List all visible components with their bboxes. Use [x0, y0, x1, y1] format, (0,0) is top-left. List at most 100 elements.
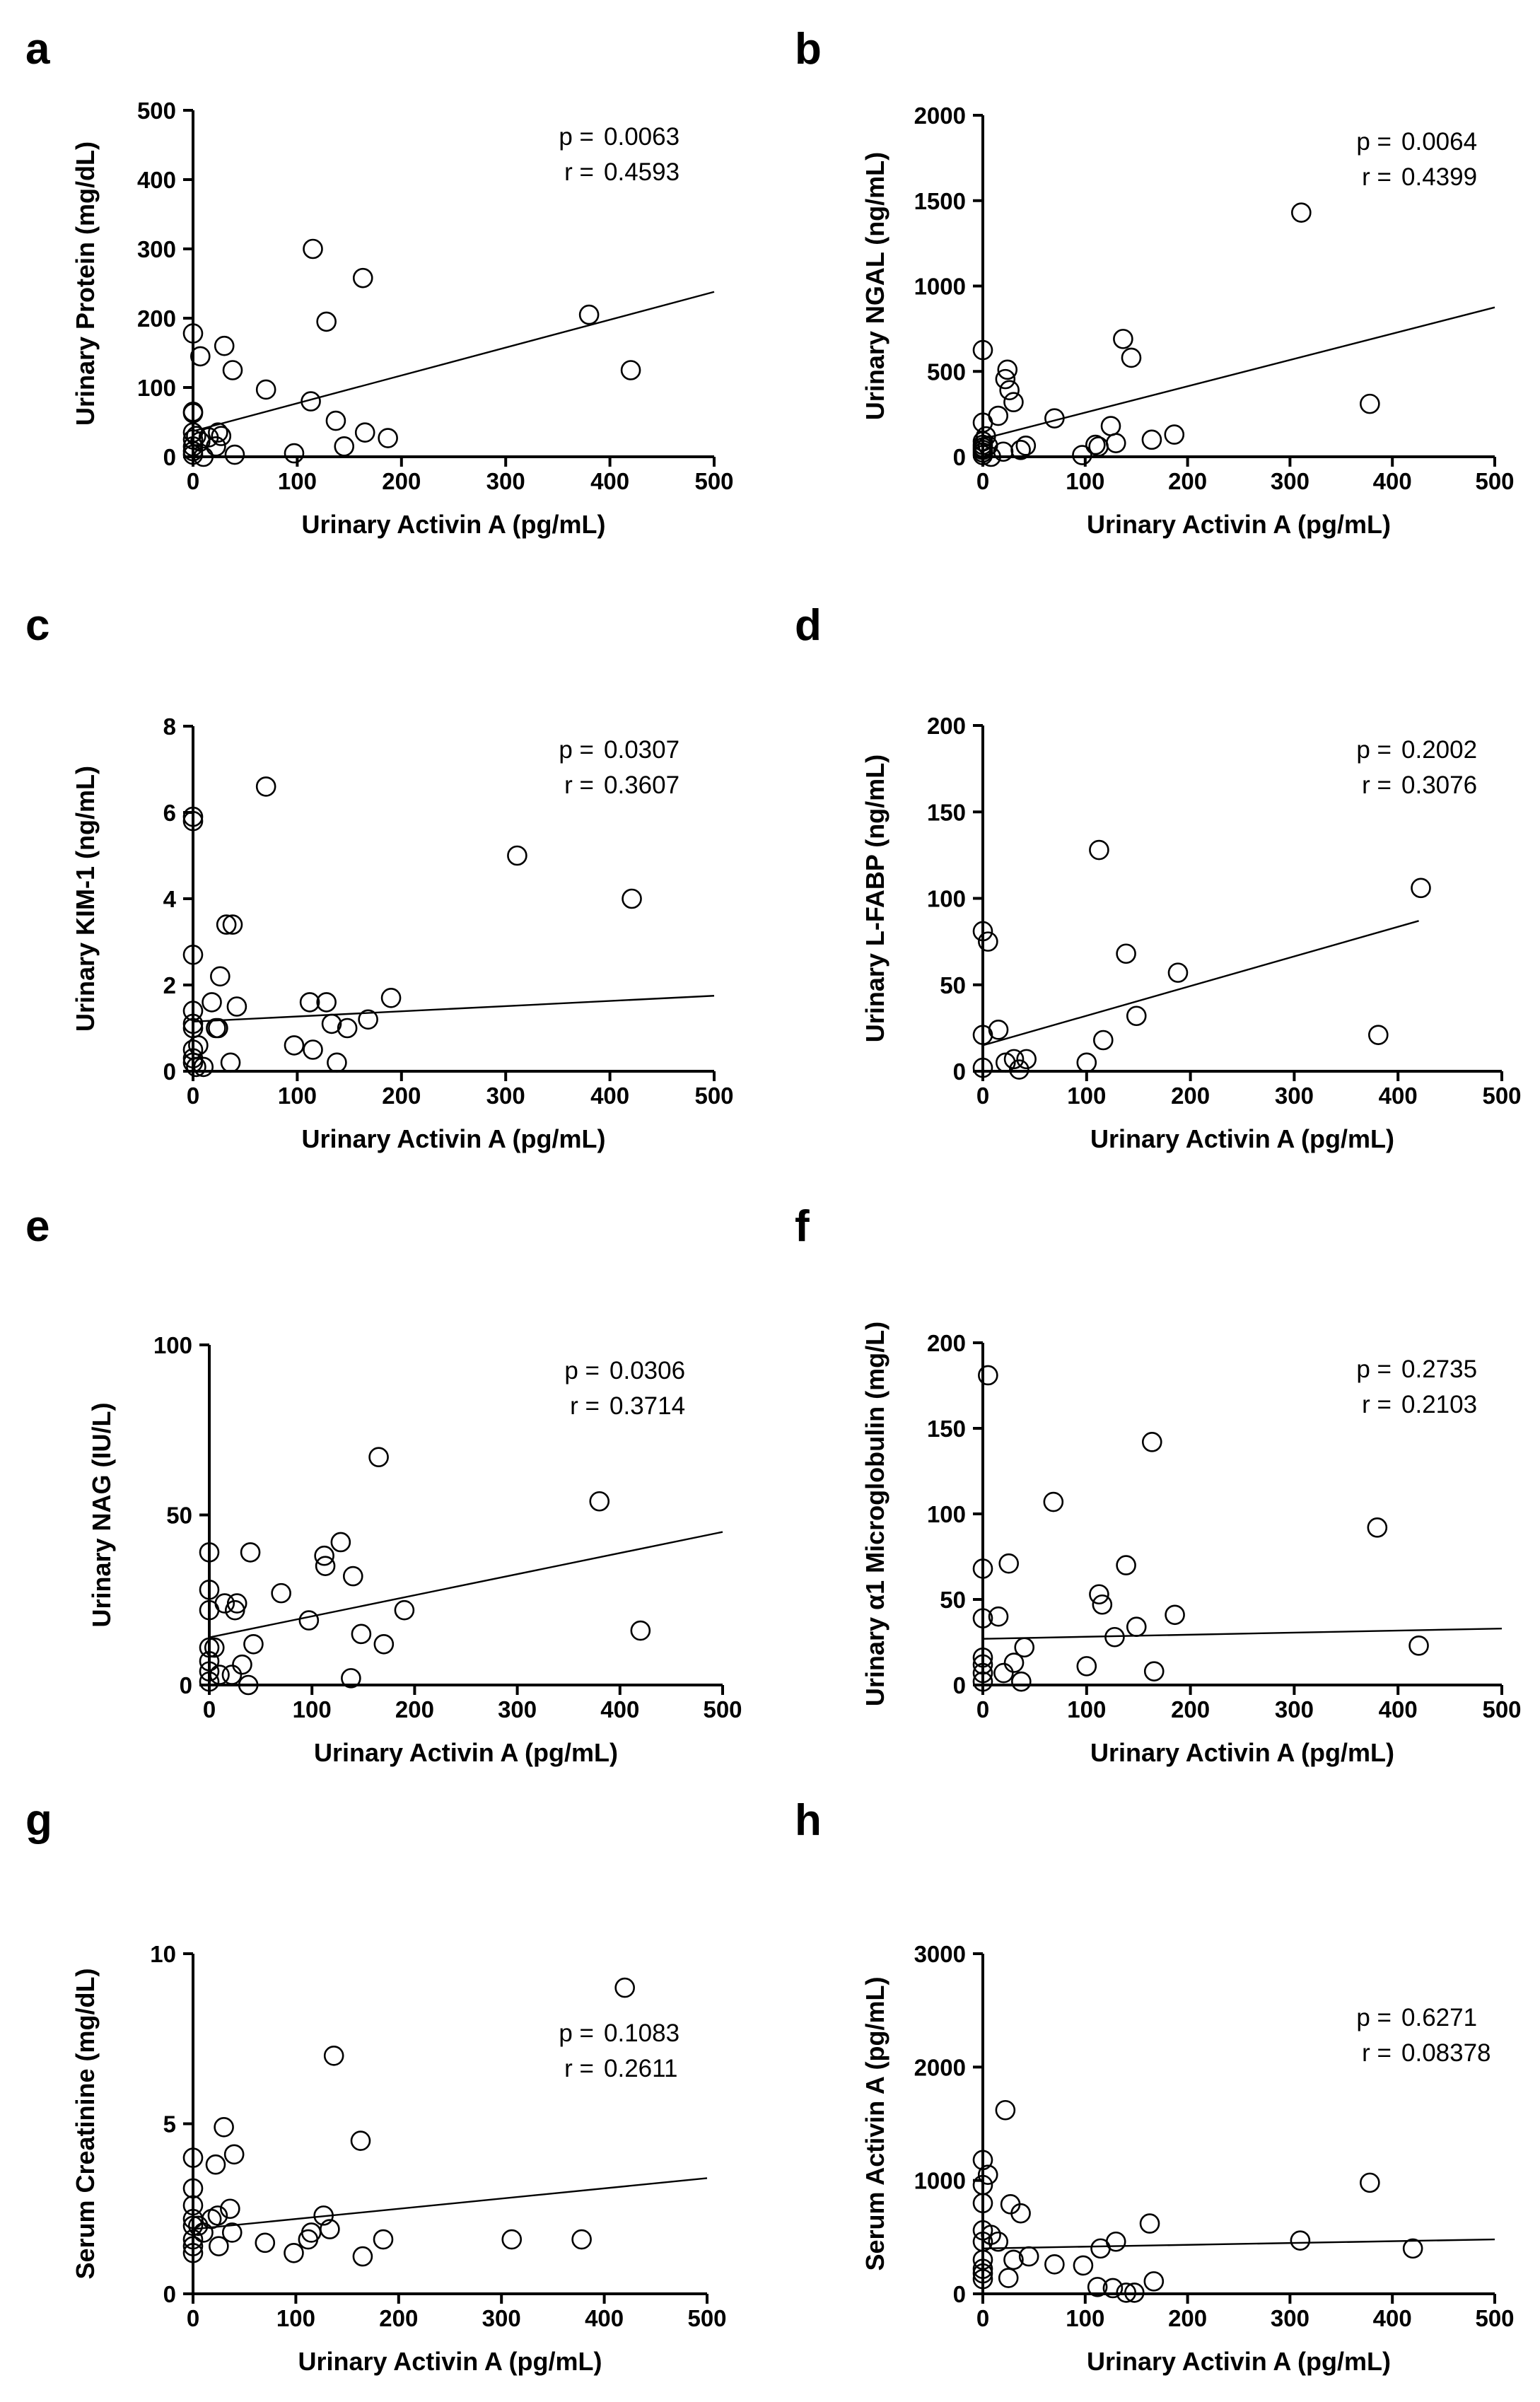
x-tick-label: 0: [976, 2305, 989, 2331]
data-point: [182, 429, 204, 450]
panel-letter-c: c: [25, 601, 49, 650]
data-point: [337, 1018, 358, 1039]
y-tick-label: 100: [137, 375, 176, 401]
data-point: [972, 2268, 993, 2290]
data-point: [1003, 1652, 1025, 1673]
x-tick-label: 100: [1067, 1083, 1106, 1109]
p-value: 0.0306: [609, 1357, 685, 1384]
y-tick-label: 50: [940, 1587, 966, 1613]
x-tick-label: 500: [703, 1696, 742, 1722]
data-point: [182, 2229, 204, 2250]
data-point: [182, 806, 204, 827]
r-label: r =: [1362, 771, 1392, 799]
data-point: [972, 1025, 993, 1045]
data-point: [358, 1009, 378, 1030]
data-point: [301, 2222, 322, 2243]
y-tick-label: 200: [927, 713, 966, 739]
data-point: [1143, 2271, 1165, 2292]
x-tick-label: 400: [1373, 468, 1412, 494]
data-point: [1044, 408, 1065, 428]
data-point: [620, 360, 641, 380]
data-point: [1044, 2254, 1065, 2275]
x-tick-label: 200: [382, 1083, 421, 1109]
y-tick-label: 0: [953, 1672, 966, 1698]
x-tick-label: 0: [976, 1696, 989, 1722]
y-axis-title: Urinary KIM-1 (ng/mL): [71, 766, 100, 1032]
data-point: [1076, 1052, 1097, 1073]
y-tick-label: 50: [940, 972, 966, 998]
data-point: [1076, 1656, 1097, 1677]
p-label: p =: [564, 1357, 600, 1384]
data-point: [368, 1447, 389, 1468]
x-tick-label: 300: [1271, 2305, 1309, 2331]
data-point: [571, 2229, 592, 2250]
data-point: [1102, 2278, 1124, 2299]
x-axis-title: Urinary Activin A (pg/mL): [1087, 2347, 1391, 2376]
p-value: 0.2002: [1401, 736, 1477, 764]
y-tick-label: 400: [137, 167, 176, 193]
panel-h: h 0 100 200 300 400 500 0 1000 2000 3000 Urinary Ac…: [795, 1796, 1515, 2376]
data-point: [182, 945, 204, 965]
data-point: [182, 402, 204, 424]
data-point: [578, 304, 600, 325]
y-tick-label: 0: [953, 2281, 966, 2307]
data-point: [210, 966, 231, 987]
data-point: [188, 1035, 209, 1056]
data-point: [988, 1020, 1009, 1040]
data-point: [1143, 1661, 1165, 1681]
data-point: [972, 2263, 993, 2284]
x-axis-title: Urinary Activin A (pg/mL): [1090, 1124, 1394, 1153]
data-point: [972, 339, 993, 361]
x-tick-label: 0: [187, 1083, 199, 1109]
data-point: [614, 1977, 635, 1998]
data-point: [373, 1633, 395, 1655]
panel-letter-e: e: [25, 1202, 49, 1251]
data-point: [214, 2117, 234, 2138]
data-point: [1003, 392, 1024, 413]
data-point: [1139, 2213, 1160, 2234]
data-point: [222, 914, 243, 935]
r-value: 0.3607: [604, 771, 679, 799]
data-point: [1092, 1030, 1114, 1051]
data-point: [1104, 1626, 1125, 1648]
data-point: [972, 1662, 993, 1684]
panel-g: g 0 100 200 300 400 500 0 5 10 Urinary Activin A (…: [25, 1796, 727, 2376]
data-point: [284, 2242, 304, 2263]
x-tick-label: 0: [187, 468, 199, 494]
data-point: [1360, 393, 1380, 414]
data-point: [1291, 202, 1312, 223]
data-point: [301, 391, 321, 412]
data-point: [182, 2242, 204, 2263]
data-point: [976, 426, 996, 447]
data-point: [226, 996, 247, 1017]
y-tick-label: 50: [166, 1503, 192, 1529]
r-label: r =: [570, 1392, 600, 1420]
y-axis-title: Urinary NAG (IU/L): [87, 1402, 116, 1627]
x-tick-label: 200: [395, 1696, 434, 1722]
y-tick-label: 1000: [914, 274, 966, 300]
data-point: [182, 1013, 204, 1034]
r-value: 0.4399: [1401, 163, 1477, 191]
data-point: [1089, 1584, 1109, 1605]
panel-letter-h: h: [795, 1796, 822, 1845]
data-point: [978, 1365, 998, 1386]
y-tick-label: 300: [137, 236, 176, 262]
x-tick-label: 100: [276, 2305, 315, 2331]
data-point: [314, 1545, 334, 1566]
panel-letter-b: b: [795, 25, 822, 74]
y-tick-label: 100: [927, 1501, 966, 1527]
y-tick-label: 6: [163, 800, 176, 826]
data-point: [972, 1057, 993, 1078]
x-axis-title: Urinary Activin A (pg/mL): [301, 510, 605, 539]
data-point: [223, 2144, 245, 2165]
panel-d: d 0 100 200 300 400 500 0 50 100 150 200 Urinary Act…: [795, 601, 1522, 1153]
x-tick-label: 400: [1379, 1083, 1418, 1109]
data-point: [1072, 445, 1092, 465]
y-tick-label: 0: [163, 2281, 176, 2307]
panel-f: f 0 100 200 300 400 500 0 50 100 150 200 Urinary Act…: [795, 1202, 1522, 1767]
r-value: 0.4593: [604, 158, 679, 186]
data-point: [303, 1039, 323, 1060]
data-point: [354, 422, 375, 443]
data-point: [380, 988, 402, 1008]
